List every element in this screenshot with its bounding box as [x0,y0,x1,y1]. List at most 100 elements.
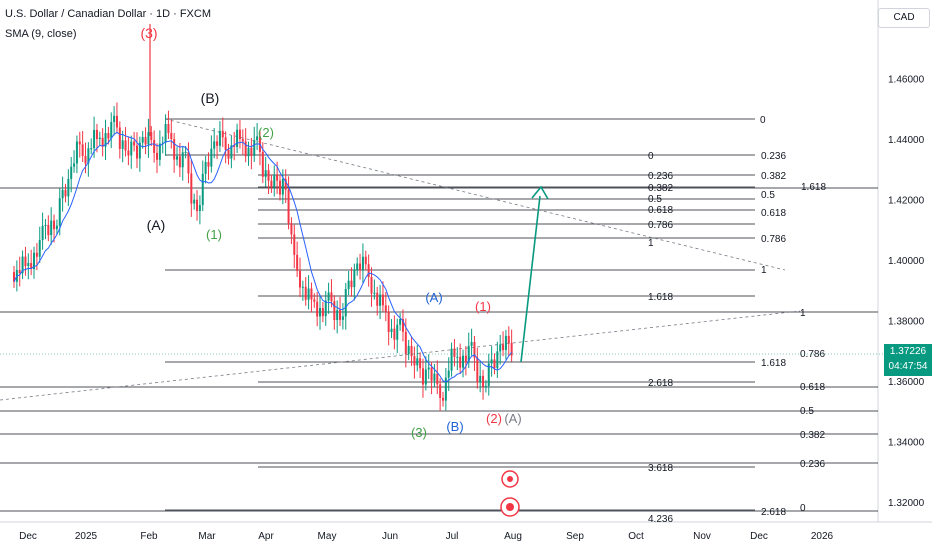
candle-body [181,152,184,168]
candle-body [304,286,307,300]
fib-level-label: 0 [760,115,766,126]
time-tick-label: Nov [693,531,711,542]
candle-body [267,170,270,181]
candle-body [370,276,373,294]
fib-level-label: 4.236 [648,514,673,525]
candle-body [404,331,407,355]
candle-body [401,319,404,332]
fib-level-label: 1 [648,238,654,249]
candle-body [110,122,113,139]
time-tick-label: Jun [382,531,398,542]
candle-body [75,141,78,164]
candle-body [93,129,96,149]
candle-body [482,375,485,387]
candle-body [207,161,210,167]
fib-level-label: 0.382 [800,430,825,441]
candle-body [307,288,310,300]
candle-body [81,144,84,156]
candle-body [344,288,347,317]
candle-body [184,152,187,154]
candle-body [384,305,387,312]
candle-body [250,147,253,156]
candle-body [230,145,233,159]
candle-body [464,355,467,363]
fib-level-label: 1 [761,265,767,276]
candle-body [504,335,507,351]
candle-body [413,356,416,366]
candle-body [364,256,367,265]
candle-body [450,348,453,371]
sma-line [13,131,513,383]
fib-level-label: 0 [648,151,654,162]
fib-level-label: 0.786 [761,234,786,245]
fib-level-label: 0.618 [761,208,786,219]
candle-body [276,175,279,181]
candle-body [38,240,41,257]
currency-label[interactable]: CAD [878,8,930,28]
candle-body [236,129,239,147]
candle-body [416,358,419,366]
price-tick-label: 1.46000 [888,75,925,86]
candle-body [158,143,161,160]
candle-body [453,348,456,357]
fib-level-label: 0.5 [800,406,814,417]
candle-body [373,292,376,294]
candle-body [284,178,287,190]
candle-body [442,397,444,401]
candle-body [53,220,56,230]
fib-level-label: 2.618 [648,378,673,389]
wave-label: (3) [140,25,157,41]
candle-body [393,328,396,340]
time-tick-label: Oct [628,531,644,542]
candle-body [261,151,264,177]
candle-body [502,344,505,351]
candle-body [336,310,339,321]
candle-body [456,356,459,358]
candle-body [35,252,38,257]
candle-body [396,324,399,340]
candle-body [487,363,490,386]
time-tick-label: Mar [198,531,216,542]
trendline-upper [164,118,786,271]
fib-level-label: 1.618 [648,292,673,303]
indicator-legend[interactable]: SMA (9, close) [5,28,77,40]
wave-label: (A) [425,290,442,305]
trendline-lower [0,310,801,401]
fib-level-label: 0.618 [648,205,673,216]
candle-body [299,270,301,288]
candle-body [173,139,176,160]
candle-body [459,356,462,368]
candle-body [47,225,50,236]
candle-body [121,140,124,149]
candle-body [178,156,181,168]
candle-body [190,173,193,204]
candle-body [407,345,410,355]
candle-body [133,141,136,146]
fib-level-label: 0.618 [800,382,825,393]
candle-body [287,189,290,224]
candle-body [499,344,502,352]
wave-label: (1) [475,299,491,314]
candle-body [101,137,104,147]
candle-body [507,335,510,343]
fib-level-label: 0.5 [648,194,662,205]
wave-label: (3) [411,425,427,440]
candle-body [70,166,73,179]
candle-body [84,155,87,164]
candle-body [359,263,362,270]
candle-body [241,139,244,142]
candle-body [493,359,496,369]
candle-body [316,301,319,317]
candle-body [244,141,247,157]
last-price-tag: 1.37226 04:47:54 [884,344,932,376]
time-tick-label: Jul [446,531,459,542]
candle-body [156,152,158,160]
candle-body [41,225,44,241]
candle-body [87,148,90,164]
projection-arrowhead [531,185,549,200]
candle-body [161,142,164,144]
candle-body [218,130,221,146]
symbol-title[interactable]: U.S. Dollar / Canadian Dollar · 1D · FXC… [5,8,212,20]
